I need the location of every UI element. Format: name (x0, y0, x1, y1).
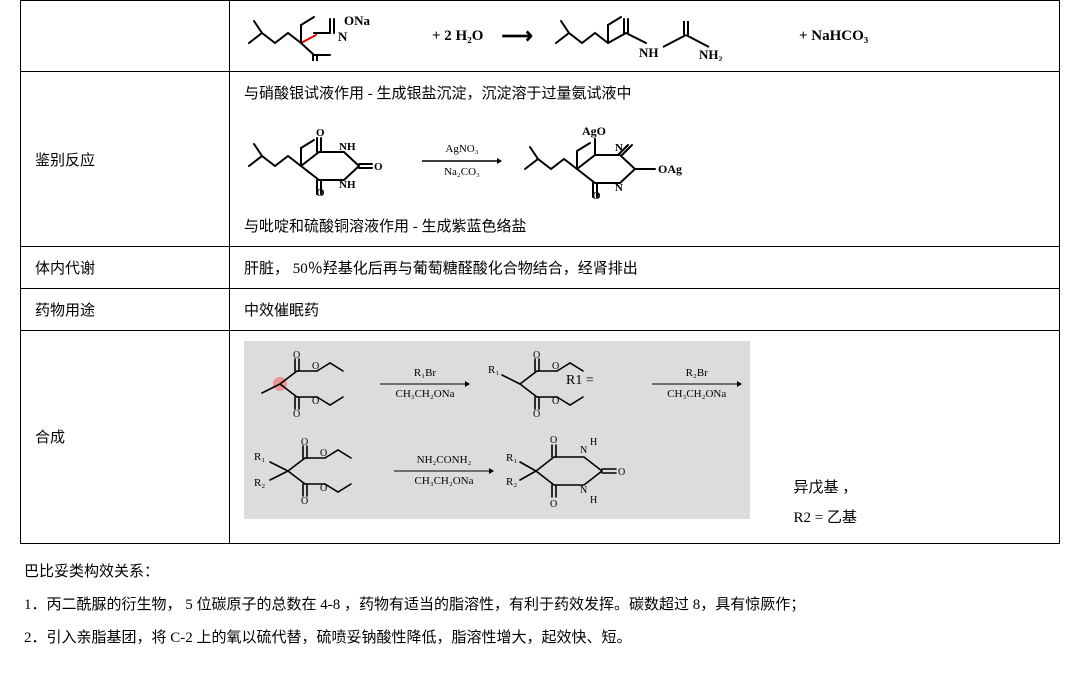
r1-meaning: 异戊基 ， (793, 473, 857, 503)
svg-text:O: O (312, 396, 319, 407)
row2-text: 肝脏， 50％羟基化后再与葡萄糖醛酸化合物结合，经肾排出 (230, 247, 1060, 289)
svg-text:O: O (374, 161, 383, 173)
svg-text:O: O (301, 437, 308, 448)
row1-line2: 与吡啶和硫酸铜溶液作用 - 生成紫蓝色络盐 (244, 215, 1045, 236)
ona-plus: + 2 H₂O (432, 28, 483, 45)
drug-info-table: N ONa + 2 H₂O ⟶ NH (20, 0, 1060, 544)
reagent-na2co3: Na₂CO₃ (444, 166, 480, 179)
svg-text:O: O (550, 499, 557, 510)
row1-label: 鉴别反应 (21, 72, 230, 247)
notes-1: 1．丙二酰脲的衍生物， 5 位碳原子的总数在 4-8 ，药物有适当的脂溶性，有利… (24, 589, 1056, 622)
svg-text:O: O (312, 361, 319, 372)
svg-text:O: O (552, 396, 559, 407)
svg-text:O: O (552, 361, 559, 372)
svg-text:N: N (615, 142, 623, 154)
mol-barb-na: N ONa (244, 11, 414, 61)
svg-text:N: N (580, 485, 587, 496)
mol-barb-final: R₁ R₂ N N H H O O O (506, 431, 636, 511)
r1-eq-overlay: R1 = (566, 373, 594, 389)
svg-text:R₂: R₂ (506, 476, 517, 488)
svg-text:O: O (301, 496, 308, 506)
row3-text: 中效催眠药 (230, 289, 1060, 331)
svg-text:O: O (316, 187, 325, 196)
svg-text:O: O (320, 483, 327, 494)
plus-nahco3: + NaHCO₃ (799, 28, 868, 45)
svg-text:R₁: R₁ (254, 451, 265, 463)
svg-text:O: O (293, 350, 300, 361)
reagent-agno3: AgNO₃ (445, 143, 478, 156)
r2br: R₂Br (686, 367, 708, 380)
urea: NH₂CONH₂ (417, 454, 472, 467)
r-legend: 异戊基 ， R2 = 乙基 (793, 473, 857, 533)
svg-text:NH₂: NH₂ (699, 47, 723, 61)
svg-text:N: N (615, 182, 623, 194)
arrow-r1: R₁Br CH₃CH₂ONa (380, 367, 470, 401)
svg-text:O: O (533, 409, 540, 419)
svg-text:NH: NH (639, 45, 659, 60)
arrow-r2: R₂Br CH₃CH₂ONa (652, 367, 742, 401)
svg-text:O: O (592, 190, 601, 201)
arrow-urea: NH₂CONH₂ CH₃CH₂ONa (394, 454, 494, 488)
oag-label: OAg (658, 162, 682, 176)
mol-product-0: NH NH₂ (551, 11, 781, 61)
row4-label: 合成 (21, 331, 230, 544)
base2: CH₃CH₂ONa (667, 388, 726, 401)
arrow-0: ⟶ (501, 23, 533, 49)
svg-text:O: O (320, 448, 327, 459)
mol-barb-ag: N N AgO OAg O (520, 121, 720, 201)
sar-notes: 巴比妥类构效关系： 1．丙二酰脲的衍生物， 5 位碳原子的总数在 4-8 ，药物… (24, 556, 1056, 655)
svg-text:O: O (293, 409, 300, 419)
svg-text:ONa: ONa (344, 13, 371, 28)
ago-label: AgO (582, 124, 606, 138)
mol-diR: R₁ R₂ O O O O (252, 436, 382, 506)
row2-label: 体内代谢 (21, 247, 230, 289)
svg-text:O: O (550, 435, 557, 446)
svg-text:O: O (533, 350, 540, 361)
mol-malonate: O O O O (252, 349, 362, 419)
row4-content: O O O O R₁Br CH₃CH₂ONa (230, 331, 1060, 544)
notes-title: 巴比妥类构效关系： (24, 556, 1056, 589)
base1: CH₃CH₂ONa (395, 388, 454, 401)
svg-text:N: N (580, 445, 587, 456)
svg-text:O: O (618, 467, 625, 478)
svg-text:N: N (338, 29, 348, 44)
row3-label: 药物用途 (21, 289, 230, 331)
svg-text:R₁: R₁ (488, 364, 499, 376)
svg-text:O: O (316, 127, 325, 139)
r2-meaning: R2 = 乙基 (793, 503, 857, 533)
svg-text:NH: NH (339, 141, 356, 153)
notes-2: 2．引入亲脂基团，将 C-2 上的氧以硫代替，硫喷妥钠酸性降低，脂溶性增大，起效… (24, 622, 1056, 655)
r1br: R₁Br (414, 367, 436, 380)
base3: CH₃CH₂ONa (414, 475, 473, 488)
svg-text:H: H (590, 495, 597, 506)
svg-text:R₁: R₁ (506, 452, 517, 464)
svg-text:NH: NH (339, 179, 356, 191)
mol-barb-1: NH NH O O O (244, 126, 404, 196)
svg-text:H: H (590, 437, 597, 448)
row0-label-cell (21, 1, 230, 72)
row0-content: N ONa + 2 H₂O ⟶ NH (230, 1, 1060, 72)
arrow-agno3: AgNO₃ Na₂CO₃ (422, 143, 502, 179)
svg-text:R₂: R₂ (254, 477, 265, 489)
row1-content: 与硝酸银试液作用 - 生成银盐沉淀，沉淀溶于过量氨试液中 (230, 72, 1060, 247)
row1-line1: 与硝酸银试液作用 - 生成银盐沉淀，沉淀溶于过量氨试液中 (244, 82, 1045, 103)
synthesis-scheme: O O O O R₁Br CH₃CH₂ONa (244, 341, 750, 519)
